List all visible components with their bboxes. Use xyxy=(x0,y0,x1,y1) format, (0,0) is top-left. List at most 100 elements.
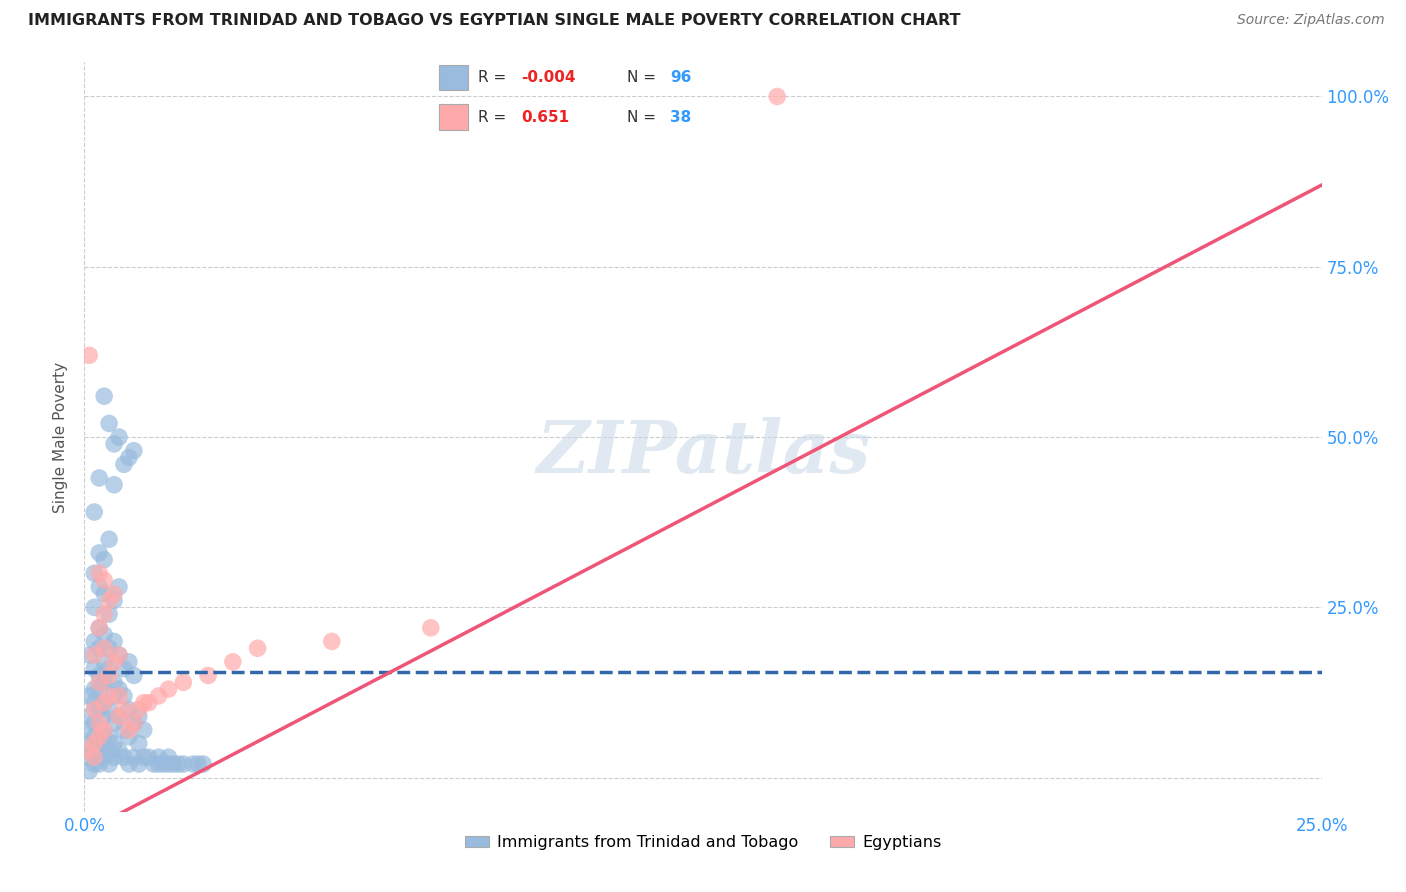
Point xyxy=(98,662,121,676)
Point xyxy=(321,634,343,648)
Point xyxy=(93,750,115,764)
Point xyxy=(132,723,155,737)
Point xyxy=(93,627,115,641)
Point xyxy=(79,743,101,757)
Point xyxy=(108,743,131,757)
Point xyxy=(98,702,121,716)
Point xyxy=(89,668,111,682)
Text: IMMIGRANTS FROM TRINIDAD AND TOBAGO VS EGYPTIAN SINGLE MALE POVERTY CORRELATION : IMMIGRANTS FROM TRINIDAD AND TOBAGO VS E… xyxy=(28,13,960,29)
Point xyxy=(118,757,141,772)
Y-axis label: Single Male Poverty: Single Male Poverty xyxy=(53,361,69,513)
Point xyxy=(98,641,121,656)
Point xyxy=(148,757,170,772)
Point xyxy=(93,641,115,656)
Point xyxy=(83,600,105,615)
Point xyxy=(246,641,269,656)
Point xyxy=(89,682,111,697)
Point xyxy=(98,607,121,622)
Point xyxy=(79,709,101,723)
Point xyxy=(93,730,115,744)
Point xyxy=(98,593,121,607)
Point xyxy=(108,709,131,723)
Point xyxy=(157,682,180,697)
Point xyxy=(108,648,131,662)
Point xyxy=(89,702,111,716)
Point xyxy=(89,730,111,744)
Point xyxy=(128,709,150,723)
Point xyxy=(112,702,135,716)
Text: R =: R = xyxy=(478,110,512,125)
Point xyxy=(93,552,115,566)
Point xyxy=(83,682,105,697)
Point xyxy=(138,750,160,764)
Point xyxy=(103,750,125,764)
Point xyxy=(83,634,105,648)
Point xyxy=(112,723,135,737)
Point xyxy=(83,730,105,744)
Point xyxy=(83,750,105,764)
Point xyxy=(79,723,101,737)
Point xyxy=(89,471,111,485)
Point xyxy=(89,566,111,581)
Text: Source: ZipAtlas.com: Source: ZipAtlas.com xyxy=(1237,13,1385,28)
Point xyxy=(191,757,214,772)
Point xyxy=(128,737,150,751)
Point xyxy=(103,689,125,703)
Point xyxy=(108,689,131,703)
Point xyxy=(79,348,101,362)
Legend: Immigrants from Trinidad and Tobago, Egyptians: Immigrants from Trinidad and Tobago, Egy… xyxy=(458,829,948,856)
Point xyxy=(162,757,184,772)
Point xyxy=(103,634,125,648)
Point xyxy=(167,757,190,772)
Point xyxy=(132,696,155,710)
Point xyxy=(83,505,105,519)
Point xyxy=(103,655,125,669)
Point xyxy=(108,648,131,662)
Point xyxy=(148,750,170,764)
Point xyxy=(148,689,170,703)
Point xyxy=(98,668,121,682)
Point xyxy=(108,430,131,444)
Point xyxy=(103,587,125,601)
Point xyxy=(89,546,111,560)
Point xyxy=(93,675,115,690)
FancyBboxPatch shape xyxy=(439,104,468,130)
Point xyxy=(118,702,141,716)
Point xyxy=(103,593,125,607)
Point xyxy=(83,716,105,731)
Text: -0.004: -0.004 xyxy=(522,70,576,85)
Point xyxy=(181,757,204,772)
Point xyxy=(89,737,111,751)
Point xyxy=(79,750,101,764)
Point xyxy=(83,757,105,772)
Point xyxy=(89,716,111,731)
Point xyxy=(172,757,194,772)
Point xyxy=(103,675,125,690)
Point xyxy=(187,757,209,772)
Text: 96: 96 xyxy=(671,70,692,85)
Point xyxy=(118,655,141,669)
Point xyxy=(108,580,131,594)
Point xyxy=(93,696,115,710)
Point xyxy=(79,689,101,703)
Text: 38: 38 xyxy=(671,110,692,125)
Point xyxy=(103,437,125,451)
Point xyxy=(112,750,135,764)
Point xyxy=(122,716,145,731)
Point xyxy=(118,450,141,465)
Point xyxy=(93,389,115,403)
Point xyxy=(93,723,115,737)
Point xyxy=(103,477,125,491)
Text: N =: N = xyxy=(627,70,661,85)
Point xyxy=(98,689,121,703)
Text: R =: R = xyxy=(478,70,512,85)
Point xyxy=(118,730,141,744)
Point xyxy=(128,702,150,716)
Point xyxy=(89,757,111,772)
Point xyxy=(157,757,180,772)
Point xyxy=(93,709,115,723)
Point xyxy=(93,696,115,710)
Point xyxy=(83,648,105,662)
Text: 0.651: 0.651 xyxy=(522,110,569,125)
Point xyxy=(93,573,115,587)
